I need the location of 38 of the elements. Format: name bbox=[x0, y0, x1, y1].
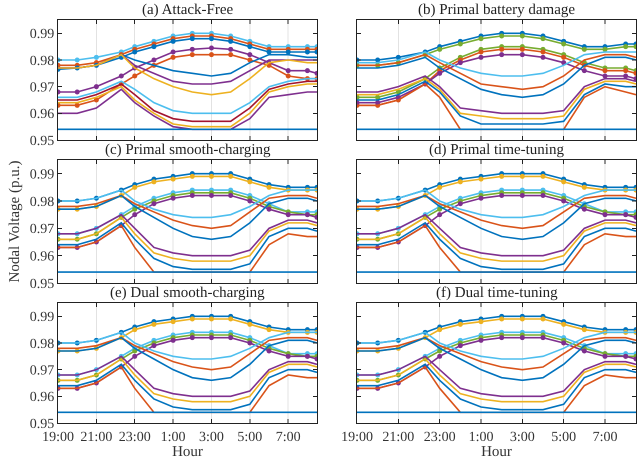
y-tick-label: 0.96 bbox=[30, 250, 54, 265]
x-tick-label: 5:00 bbox=[551, 430, 576, 445]
y-tick-label: 0.99 bbox=[30, 27, 54, 42]
chart-title: (c) Primal smooth-charging bbox=[105, 142, 272, 158]
x-tick-label: 19:00 bbox=[341, 430, 373, 445]
x-tick-label: 19:00 bbox=[42, 430, 74, 445]
chart-title: (b) Primal battery damage bbox=[418, 2, 576, 18]
y-tick-label: 0.96 bbox=[30, 107, 54, 122]
x-tick-label: 3:00 bbox=[510, 430, 535, 445]
x-tick-label: 21:00 bbox=[80, 430, 112, 445]
y-tick-label: 0.95 bbox=[30, 416, 54, 432]
x-tick-label: 23:00 bbox=[424, 430, 456, 445]
y-tick-label: 0.98 bbox=[30, 194, 54, 210]
x-tick-label: 7:00 bbox=[276, 430, 301, 445]
y-tick-label: 0.97 bbox=[30, 222, 54, 238]
y-axis-title: Nodal Voltage (p.u.) bbox=[6, 160, 23, 282]
y-tick-label: 0.97 bbox=[30, 364, 54, 379]
y-tick-label: 0.95 bbox=[30, 276, 54, 292]
y-tick-label: 0.98 bbox=[30, 54, 54, 69]
x-tick-label: 1:00 bbox=[468, 430, 494, 445]
x-tick-label: 7:00 bbox=[592, 430, 618, 445]
x-tick-label: 1:00 bbox=[160, 430, 186, 445]
chart-title: (e) Dual smooth-charging bbox=[110, 285, 266, 301]
x-axis-title: Hour bbox=[481, 444, 512, 460]
y-tick-label: 0.97 bbox=[30, 80, 54, 96]
y-tick-label: 0.96 bbox=[30, 390, 54, 406]
x-tick-label: 23:00 bbox=[118, 430, 151, 445]
y-tick-label: 0.99 bbox=[30, 310, 54, 326]
x-axis-title: Hour bbox=[172, 444, 203, 460]
x-tick-label: 21:00 bbox=[382, 430, 414, 445]
x-tick-label: 3:00 bbox=[199, 430, 224, 445]
y-tick-label: 0.95 bbox=[30, 134, 54, 149]
chart-title: (f) Dual time-tuning bbox=[436, 285, 558, 301]
x-tick-label: 5:00 bbox=[237, 430, 262, 445]
y-tick-label: 0.99 bbox=[30, 168, 54, 183]
chart-title: (d) Primal time-tuning bbox=[429, 142, 564, 158]
chart-title: (a) Attack-Free bbox=[142, 2, 234, 18]
y-tick-label: 0.98 bbox=[30, 336, 54, 352]
